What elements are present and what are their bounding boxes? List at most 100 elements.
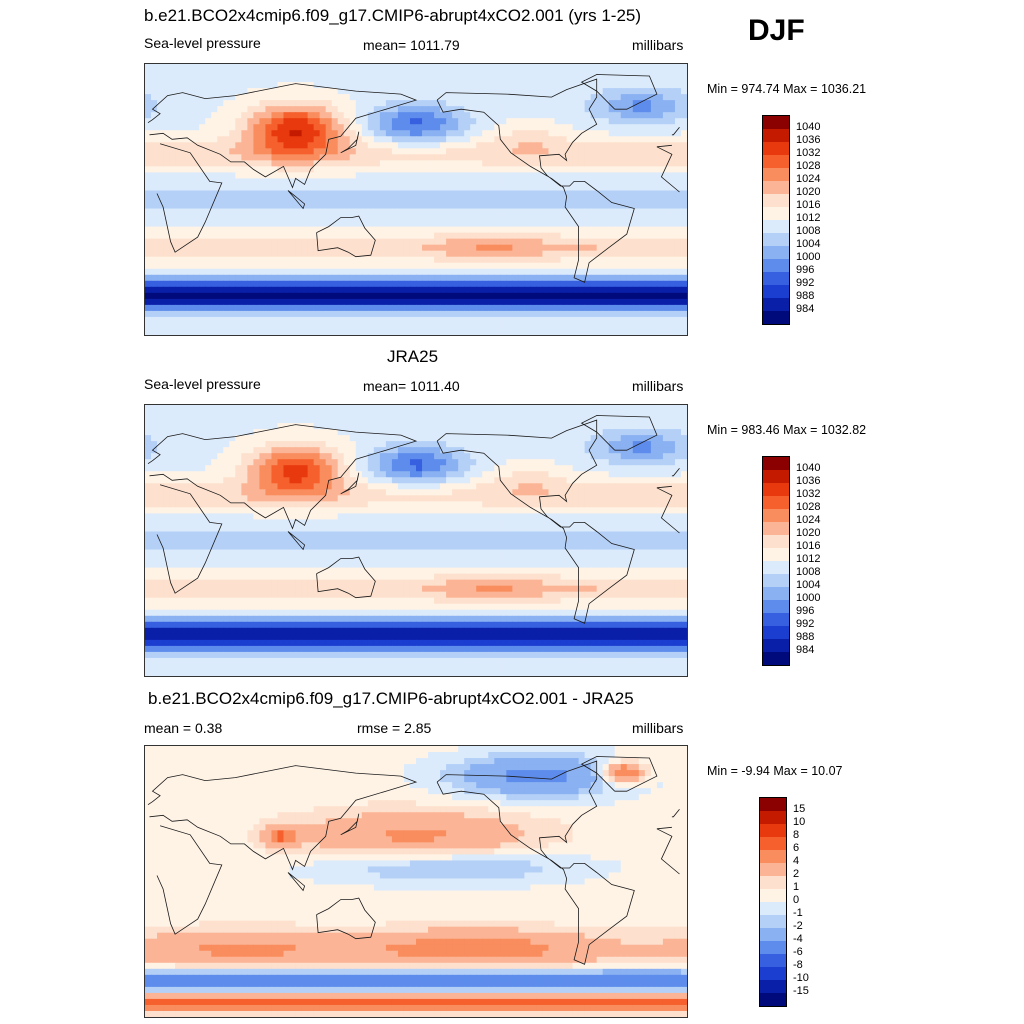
coastline xyxy=(656,828,680,875)
colorbar-level-label: 1004 xyxy=(796,238,821,250)
colorbar-level-label: 1040 xyxy=(796,121,821,133)
colorbar-level-label: 988 xyxy=(796,290,815,302)
coastline xyxy=(156,143,223,253)
coastline xyxy=(436,419,635,624)
colorbar-swatch xyxy=(763,116,789,129)
colorbar-level-label: 1000 xyxy=(796,251,821,263)
colorbar-level-label: 988 xyxy=(796,631,815,643)
colorbar-swatch xyxy=(763,652,789,665)
colorbar-level-label: 1028 xyxy=(796,501,821,513)
coastline xyxy=(287,190,306,210)
coastline xyxy=(656,146,680,193)
colorbar-swatch xyxy=(763,181,789,194)
coastline xyxy=(656,826,672,830)
colorbar-level-label: -6 xyxy=(793,946,803,958)
colorbar-level-label: -1 xyxy=(793,907,803,919)
colorbar-level-label: 1032 xyxy=(796,488,821,500)
panel2-title: JRA25 xyxy=(387,347,439,366)
panel3-minmax: Min = -9.94 Max = 10.07 xyxy=(707,764,843,778)
colorbar-level-label: 1008 xyxy=(796,566,821,578)
colorbar-level-label: 992 xyxy=(796,277,815,289)
colorbar-level-label: 1024 xyxy=(796,173,821,185)
colorbar-swatch xyxy=(760,993,786,1006)
colorbar-level-label: 2 xyxy=(793,868,800,880)
panel3-units-label: millibars xyxy=(632,720,684,736)
colorbar-level-label: -4 xyxy=(793,933,803,945)
panel2-map xyxy=(144,404,688,677)
panel1-map xyxy=(144,63,688,336)
coastline xyxy=(671,126,680,136)
colorbar-swatch xyxy=(760,811,786,824)
coastline xyxy=(287,531,306,551)
panel3-colorbar xyxy=(759,797,787,1007)
colorbar-swatch xyxy=(763,285,789,298)
colorbar-swatch xyxy=(763,587,789,600)
coastline xyxy=(436,760,635,965)
colorbar-swatch xyxy=(763,639,789,652)
panel2-minmax: Min = 983.46 Max = 1032.82 xyxy=(707,423,867,437)
colorbar-swatch xyxy=(760,902,786,915)
colorbar-swatch xyxy=(763,129,789,142)
colorbar-swatch xyxy=(763,220,789,233)
coastline xyxy=(316,897,376,940)
panel1-colorbar xyxy=(762,115,790,325)
panel3-rmse-label: rmse = 2.85 xyxy=(357,720,432,736)
panel3-title: b.e21.BCO2x4cmip6.f09_g17.CMIP6-abrupt4x… xyxy=(148,689,634,708)
colorbar-swatch xyxy=(763,259,789,272)
panel1-field-label: Sea-level pressure xyxy=(144,35,261,51)
colorbar-swatch xyxy=(763,470,789,483)
coastline xyxy=(656,487,680,534)
panel1-mean-label: mean= 1011.79 xyxy=(363,37,460,53)
panel3-mean-label: mean = 0.38 xyxy=(144,720,223,736)
colorbar-level-label: 10 xyxy=(793,816,806,828)
panel2-mean-label: mean= 1011.40 xyxy=(363,378,460,394)
colorbar-level-label: 1008 xyxy=(796,225,821,237)
colorbar-swatch xyxy=(763,535,789,548)
coastline xyxy=(156,484,223,594)
colorbar-level-label: 1040 xyxy=(796,462,821,474)
coastline xyxy=(340,472,360,495)
colorbar-level-label: 8 xyxy=(793,829,800,841)
coastline xyxy=(580,74,658,110)
colorbar-level-label: -10 xyxy=(793,972,809,984)
colorbar-level-label: 1028 xyxy=(796,160,821,172)
coastline xyxy=(316,556,376,599)
colorbar-level-label: 1020 xyxy=(796,527,821,539)
colorbar-swatch xyxy=(760,863,786,876)
panel1-units-label: millibars xyxy=(632,37,684,53)
panel2-units-label: millibars xyxy=(632,378,684,394)
colorbar-level-label: 1004 xyxy=(796,579,821,591)
colorbar-swatch xyxy=(760,941,786,954)
colorbar-level-label: 6 xyxy=(793,842,800,854)
colorbar-swatch xyxy=(760,850,786,863)
colorbar-swatch xyxy=(763,194,789,207)
colorbar-swatch xyxy=(763,457,789,470)
colorbar-level-label: 4 xyxy=(793,855,800,867)
coastline xyxy=(580,415,658,451)
colorbar-level-label: 984 xyxy=(796,303,815,315)
colorbar-swatch xyxy=(763,509,789,522)
colorbar-level-label: 1 xyxy=(793,881,800,893)
coastline xyxy=(656,485,672,489)
colorbar-level-label: 1024 xyxy=(796,514,821,526)
panel1-title: b.e21.BCO2x4cmip6.f09_g17.CMIP6-abrupt4x… xyxy=(144,6,642,25)
colorbar-swatch xyxy=(760,824,786,837)
colorbar-swatch xyxy=(760,837,786,850)
panel1-contour-map xyxy=(145,64,687,335)
coastline xyxy=(340,131,360,154)
coastline xyxy=(340,813,360,836)
colorbar-level-label: 1012 xyxy=(796,212,821,224)
colorbar-swatch xyxy=(763,600,789,613)
colorbar-swatch xyxy=(763,233,789,246)
colorbar-level-label: 1032 xyxy=(796,147,821,159)
colorbar-level-label: 996 xyxy=(796,264,815,276)
coastline xyxy=(671,808,680,818)
coastline xyxy=(147,83,418,189)
coastline xyxy=(316,215,376,258)
colorbar-swatch xyxy=(760,889,786,902)
colorbar-swatch xyxy=(763,155,789,168)
colorbar-swatch xyxy=(760,915,786,928)
colorbar-swatch xyxy=(760,967,786,980)
coastline xyxy=(147,424,418,530)
coastline xyxy=(287,872,306,892)
